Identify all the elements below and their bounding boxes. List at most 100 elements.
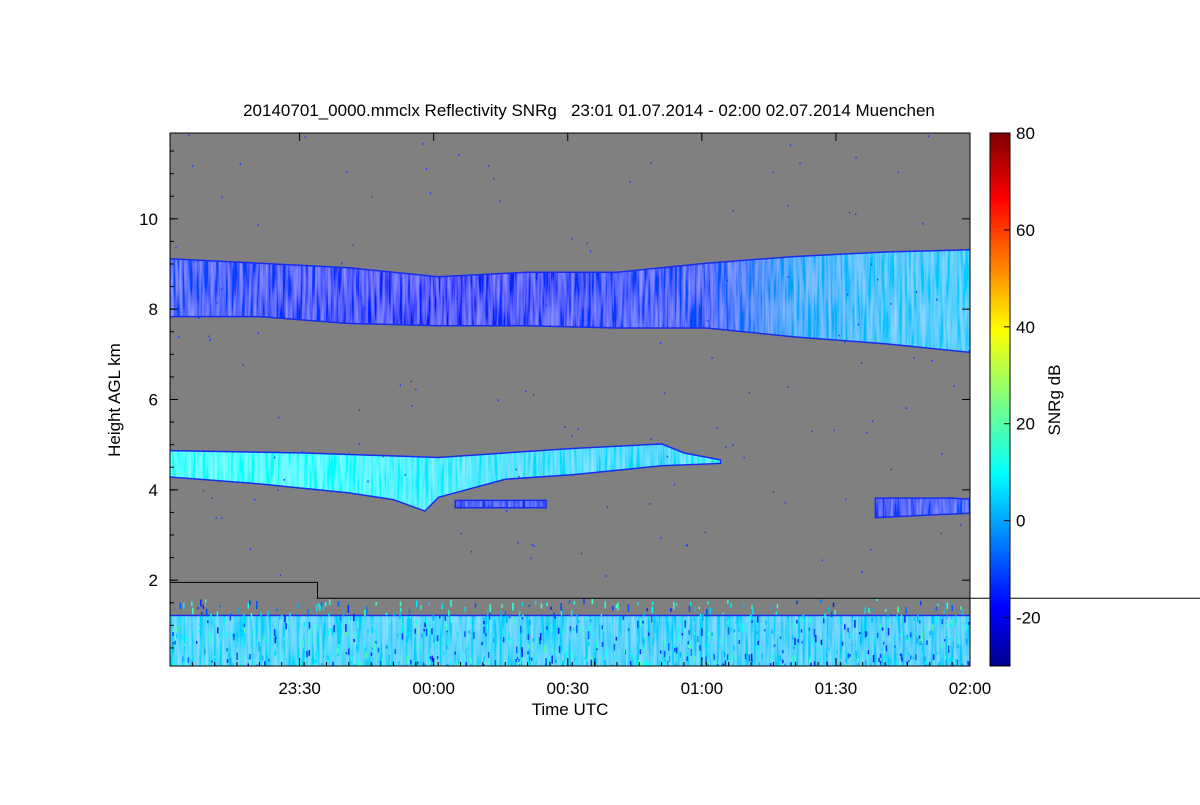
noise-pixel [639, 618, 642, 627]
noise-pixel [200, 599, 202, 607]
noise-pixel [346, 631, 348, 636]
noise-pixel [345, 624, 347, 632]
x-tick-label: 02:00 [949, 679, 992, 698]
noise-pixel [702, 613, 704, 621]
noise-pixel [955, 658, 957, 666]
noise-pixel [613, 643, 616, 651]
noise-pixel [946, 615, 948, 620]
noise-pixel [448, 610, 450, 616]
noise-pixel [424, 622, 426, 628]
noise-pixel [297, 603, 299, 608]
noise-pixel [615, 621, 618, 624]
noise-pixel [315, 624, 318, 630]
noise-pixel [826, 661, 828, 666]
noise-pixel [587, 656, 589, 660]
noise-pixel [456, 297, 458, 300]
noise-pixel [810, 659, 812, 664]
noise-pixel [844, 650, 847, 656]
noise-pixel [492, 638, 495, 643]
noise-pixel [216, 302, 218, 304]
noise-pixel [239, 163, 241, 166]
noise-pixel [668, 643, 670, 651]
noise-pixel [648, 664, 650, 666]
noise-pixel [214, 655, 216, 659]
noise-pixel [348, 616, 350, 623]
noise-pixel [735, 619, 737, 625]
noise-pixel [333, 652, 335, 655]
noise-pixel [845, 659, 847, 663]
noise-pixel [778, 634, 781, 640]
noise-pixel [399, 601, 402, 607]
noise-pixel [810, 662, 812, 666]
noise-pixel [388, 619, 390, 625]
noise-pixel [415, 388, 417, 391]
noise-pixel [855, 651, 858, 660]
noise-pixel [315, 651, 317, 658]
noise-pixel [346, 170, 348, 173]
noise-pixel [894, 645, 896, 648]
noise-pixel [367, 629, 369, 634]
colorbar-tick-label: 20 [1016, 415, 1035, 434]
noise-pixel [457, 632, 459, 637]
noise-pixel [420, 605, 422, 610]
noise-speckle [170, 134, 970, 666]
noise-pixel [922, 222, 924, 225]
noise-pixel [393, 613, 395, 617]
noise-pixel [775, 611, 777, 615]
noise-pixel [576, 614, 578, 617]
noise-pixel [819, 656, 821, 663]
noise-pixel [857, 323, 860, 326]
noise-pixel [375, 601, 377, 606]
noise-pixel [519, 660, 521, 666]
noise-pixel [191, 601, 193, 606]
noise-pixel [483, 664, 485, 666]
noise-pixel [859, 636, 862, 643]
noise-pixel [824, 664, 827, 666]
noise-pixel [838, 334, 840, 337]
noise-pixel [315, 659, 317, 663]
noise-pixel [948, 645, 950, 653]
noise-pixel [750, 653, 753, 662]
noise-pixel [386, 645, 388, 649]
noise-pixel [333, 625, 335, 633]
noise-pixel [420, 651, 422, 654]
noise-pixel [575, 656, 577, 661]
noise-pixel [772, 490, 775, 493]
noise-pixel [560, 659, 563, 666]
noise-pixel [211, 497, 213, 500]
noise-pixel [543, 645, 546, 653]
noise-pixel [276, 608, 278, 612]
noise-pixel [847, 653, 850, 659]
x-axis: 23:30 00:00 00:30 01:00 01:30 02:00 [169, 133, 992, 698]
noise-pixel [885, 608, 887, 612]
noise-pixel [884, 654, 886, 661]
noise-pixel [639, 649, 642, 655]
noise-pixel [872, 637, 874, 644]
noise-pixel [204, 599, 207, 603]
noise-pixel [610, 633, 612, 638]
noise-pixel [953, 385, 955, 387]
noise-pixel [555, 659, 557, 664]
noise-pixel [745, 651, 748, 658]
noise-pixel [417, 661, 419, 665]
noise-pixel [517, 541, 519, 544]
noise-pixel [751, 619, 753, 623]
noise-pixel [243, 613, 245, 622]
noise-pixel [915, 664, 918, 666]
noise-pixel [848, 632, 851, 639]
noise-pixel [779, 636, 782, 640]
noise-pixel [283, 478, 285, 481]
noise-pixel [801, 663, 804, 666]
noise-pixel [429, 192, 432, 195]
noise-pixel [586, 242, 588, 245]
noise-pixel [808, 619, 810, 622]
noise-pixel [849, 211, 851, 214]
noise-pixel [709, 607, 712, 615]
noise-pixel [319, 665, 321, 666]
noise-pixel [326, 642, 329, 650]
noise-pixel [847, 628, 849, 633]
noise-pixel [936, 298, 938, 301]
noise-pixel [851, 654, 853, 660]
noise-pixel [908, 659, 910, 663]
noise-pixel [711, 357, 713, 359]
